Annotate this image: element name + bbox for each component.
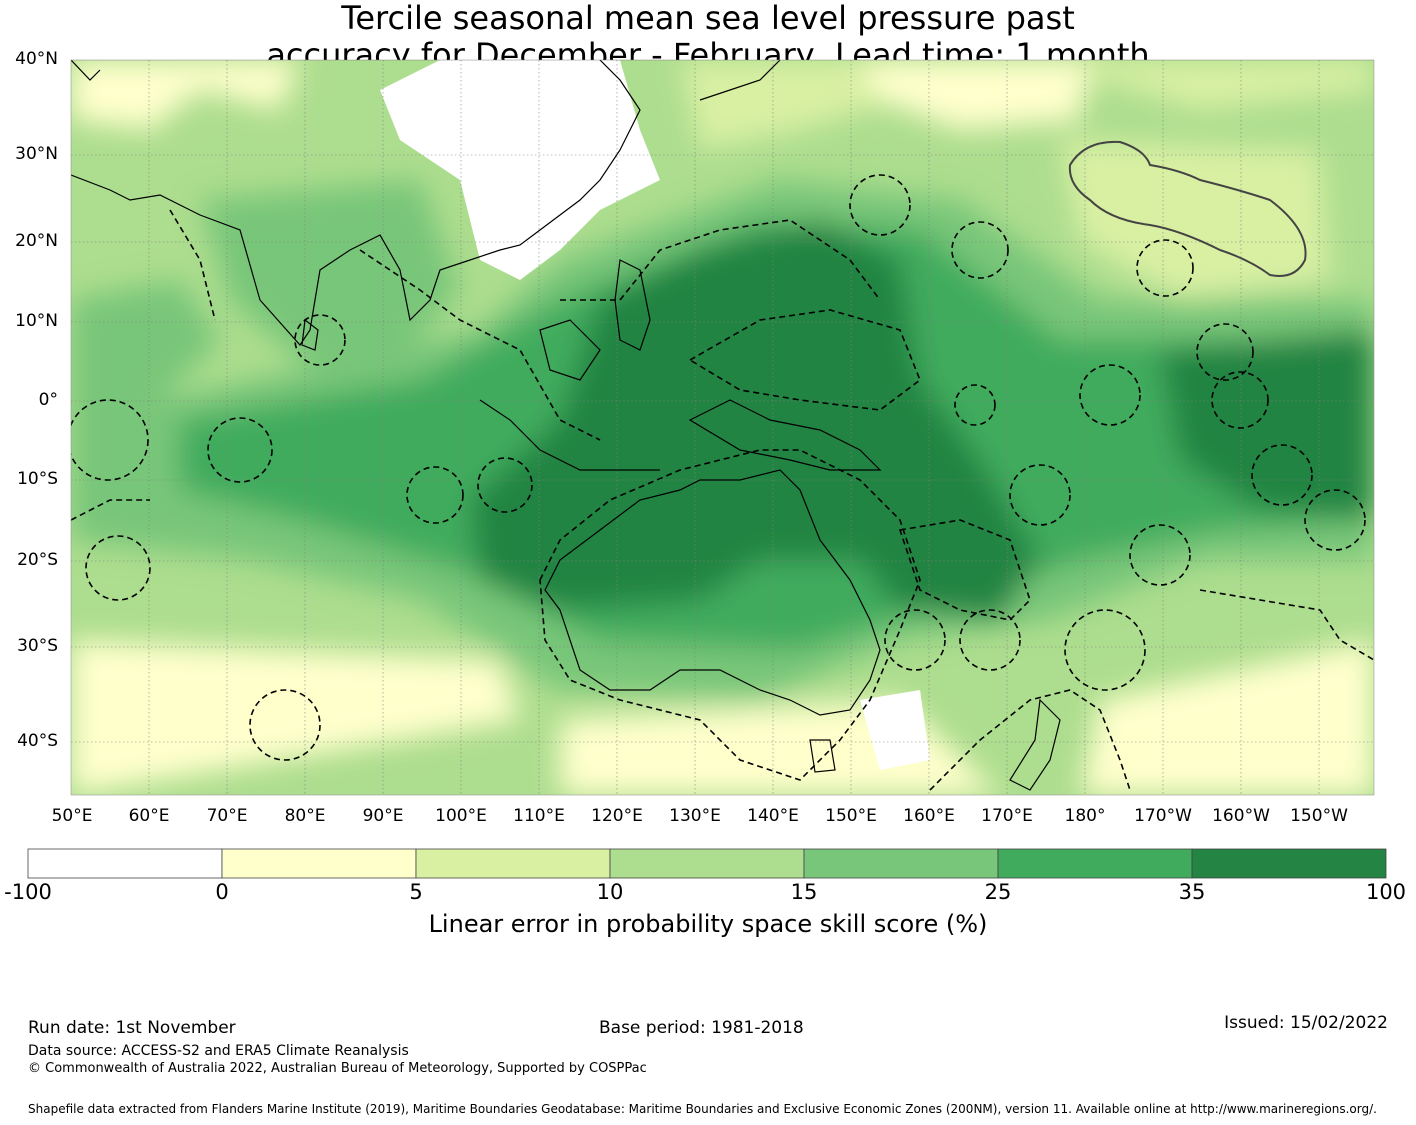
- indonesia-coast: [479, 399, 660, 471]
- field-arabian-sea: [71, 280, 220, 440]
- colorbar-swatch: [1191, 848, 1387, 879]
- colorbar-tick: 10: [596, 880, 624, 904]
- field-hawaii-region: [1060, 140, 1330, 300]
- lon-label: 120°E: [591, 806, 643, 826]
- lon-label: 60°E: [128, 806, 170, 826]
- shapefile-credit: Shapefile data extracted from Flanders M…: [28, 1102, 1377, 1116]
- lon-label: 80°E: [284, 806, 326, 826]
- field-india: [200, 180, 460, 380]
- colorbar-tick: 15: [790, 880, 818, 904]
- new-guinea-coast: [688, 399, 882, 471]
- lon-label: 170°W: [1134, 806, 1192, 826]
- lon-label: 140°E: [747, 806, 799, 826]
- map-frame: [70, 59, 1375, 796]
- colorbar-swatch: [609, 848, 805, 879]
- colorbar-tick: 35: [1178, 880, 1206, 904]
- copyright: © Commonwealth of Australia 2022, Austra…: [28, 1061, 647, 1076]
- lon-label: 160°W: [1212, 806, 1270, 826]
- graticule: [71, 60, 1374, 795]
- new-zealand-coast: [1009, 698, 1061, 791]
- colorbar-tick: 5: [409, 880, 423, 904]
- lat-label: 0°: [38, 390, 58, 410]
- run-date: Run date: 1st November: [28, 1018, 236, 1038]
- lat-label: 10°S: [17, 469, 58, 489]
- colorbar-swatch: [221, 848, 417, 879]
- colorbar-tick: 0: [215, 880, 229, 904]
- sri-lanka-coast: [301, 318, 319, 351]
- lat-label: 30°N: [15, 144, 58, 164]
- map-title-line-1: Tercile seasonal mean sea level pressure…: [341, 0, 1075, 37]
- data-source: Data source: ACCESS-S2 and ERA5 Climate …: [28, 1043, 409, 1059]
- colorbar-label: Linear error in probability space skill …: [428, 910, 988, 938]
- lon-label: 130°E: [669, 806, 721, 826]
- lon-label: 90°E: [362, 806, 404, 826]
- lat-label: 40°S: [17, 731, 58, 751]
- colorbar-tick: 25: [984, 880, 1012, 904]
- eez-boundaries: [71, 174, 1374, 791]
- base-period: Base period: 1981-2018: [599, 1018, 804, 1038]
- japan-coast: [699, 60, 781, 101]
- field-low-skill-nw: [71, 60, 300, 130]
- lat-label: 40°N: [15, 49, 58, 69]
- field-low-skill-sw: [71, 640, 520, 795]
- lon-label: 150°E: [825, 806, 877, 826]
- lon-label: 100°E: [435, 806, 487, 826]
- lon-label: 50°E: [51, 806, 93, 826]
- lon-label: 110°E: [513, 806, 565, 826]
- lat-label: 10°N: [15, 311, 58, 331]
- borneo-coast: [539, 319, 601, 381]
- australia-coast: [544, 469, 881, 716]
- lat-label: 30°S: [17, 636, 58, 656]
- colorbar-swatch: [803, 848, 999, 879]
- colorbar-swatch: [415, 848, 611, 879]
- field-low-skill-se: [1080, 640, 1374, 795]
- field-negative-tasman: [860, 690, 930, 770]
- lon-label: 170°E: [981, 806, 1033, 826]
- lon-label: 180°: [1064, 806, 1106, 826]
- lat-label: 20°S: [17, 550, 58, 570]
- field-negative-east-asia: [380, 60, 660, 280]
- tasmania-coast: [809, 739, 836, 773]
- skill-score-map: [70, 59, 1375, 796]
- colorbar-swatch: [27, 848, 223, 879]
- lon-label: 160°E: [903, 806, 955, 826]
- hawaii-marine-area-outline: [1068, 140, 1307, 277]
- field-north-pacific: [680, 60, 1374, 150]
- colorbar-tick: -100: [4, 880, 52, 904]
- field-low-skill-np: [860, 60, 1090, 130]
- lon-label: 70°E: [206, 806, 248, 826]
- colorbar-swatch: [997, 848, 1193, 879]
- lat-label: 20°N: [15, 231, 58, 251]
- colorbar-tick: 100: [1365, 880, 1407, 904]
- lon-label: 150°W: [1290, 806, 1348, 826]
- colorbar-boxes: [27, 848, 1387, 879]
- issued-date: Issued: 15/02/2022: [1224, 1013, 1388, 1033]
